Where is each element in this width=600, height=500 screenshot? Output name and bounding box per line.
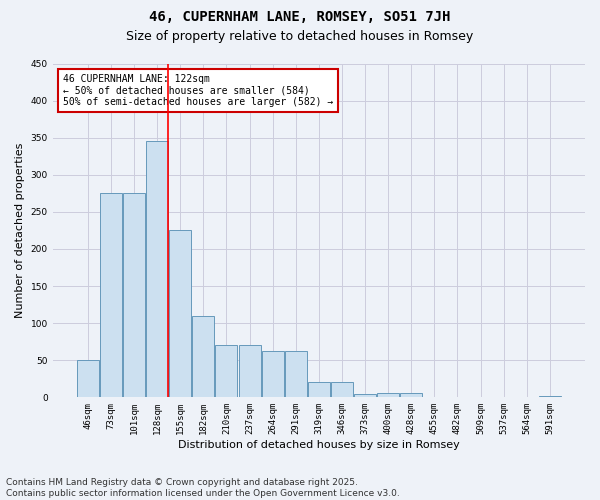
Bar	[354, 394, 376, 398]
Bar	[539, 396, 561, 398]
Bar	[493, 396, 515, 398]
Text: Size of property relative to detached houses in Romsey: Size of property relative to detached ho…	[127, 30, 473, 43]
Bar	[77, 360, 99, 398]
Bar	[100, 194, 122, 398]
Bar	[331, 382, 353, 398]
Bar	[516, 396, 538, 398]
X-axis label: Distribution of detached houses by size in Romsey: Distribution of detached houses by size …	[178, 440, 460, 450]
Bar	[285, 350, 307, 398]
Bar	[146, 142, 168, 398]
Bar	[169, 230, 191, 398]
Bar	[308, 382, 330, 398]
Text: Contains HM Land Registry data © Crown copyright and database right 2025.
Contai: Contains HM Land Registry data © Crown c…	[6, 478, 400, 498]
Bar	[400, 393, 422, 398]
Text: 46, CUPERNHAM LANE, ROMSEY, SO51 7JH: 46, CUPERNHAM LANE, ROMSEY, SO51 7JH	[149, 10, 451, 24]
Bar	[193, 316, 214, 398]
Bar	[446, 396, 469, 398]
Bar	[123, 194, 145, 398]
Bar	[424, 396, 445, 398]
Bar	[239, 346, 260, 398]
Bar	[262, 350, 284, 398]
Bar	[470, 396, 491, 398]
Text: 46 CUPERNHAM LANE: 122sqm
← 50% of detached houses are smaller (584)
50% of semi: 46 CUPERNHAM LANE: 122sqm ← 50% of detac…	[64, 74, 334, 106]
Bar	[215, 346, 238, 398]
Y-axis label: Number of detached properties: Number of detached properties	[15, 142, 25, 318]
Bar	[377, 393, 399, 398]
